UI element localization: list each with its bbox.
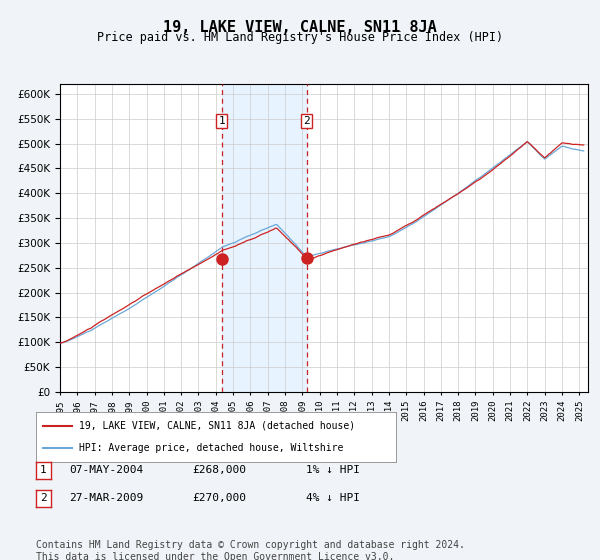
- Text: 19, LAKE VIEW, CALNE, SN11 8JA (detached house): 19, LAKE VIEW, CALNE, SN11 8JA (detached…: [79, 421, 355, 431]
- Text: 27-MAR-2009: 27-MAR-2009: [69, 493, 143, 503]
- Text: 1: 1: [40, 465, 47, 475]
- Text: £270,000: £270,000: [192, 493, 246, 503]
- Text: HPI: Average price, detached house, Wiltshire: HPI: Average price, detached house, Wilt…: [79, 443, 344, 453]
- Text: 2: 2: [40, 493, 47, 503]
- Text: 07-MAY-2004: 07-MAY-2004: [69, 465, 143, 475]
- Text: Contains HM Land Registry data © Crown copyright and database right 2024.
This d: Contains HM Land Registry data © Crown c…: [36, 540, 465, 560]
- Bar: [222, 84, 307, 392]
- Text: 1: 1: [218, 116, 225, 126]
- Text: 1% ↓ HPI: 1% ↓ HPI: [306, 465, 360, 475]
- Text: £268,000: £268,000: [192, 465, 246, 475]
- Text: 2: 2: [303, 116, 310, 126]
- Text: 19, LAKE VIEW, CALNE, SN11 8JA: 19, LAKE VIEW, CALNE, SN11 8JA: [163, 20, 437, 35]
- Text: Price paid vs. HM Land Registry's House Price Index (HPI): Price paid vs. HM Land Registry's House …: [97, 31, 503, 44]
- Text: 4% ↓ HPI: 4% ↓ HPI: [306, 493, 360, 503]
